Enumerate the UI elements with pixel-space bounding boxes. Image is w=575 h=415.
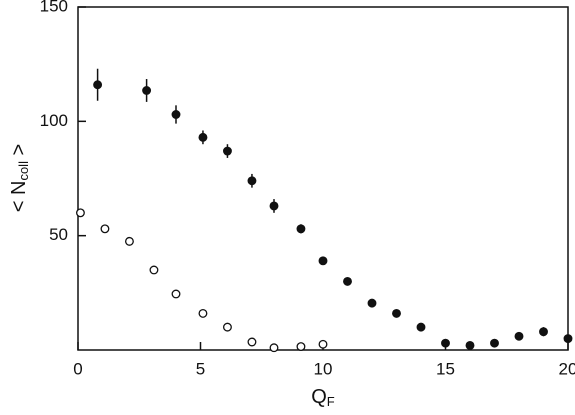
open-point bbox=[171, 289, 181, 299]
open-point bbox=[149, 265, 159, 275]
filled-point bbox=[392, 308, 401, 318]
y-axis-title: < Ncoll > bbox=[8, 144, 31, 212]
filled-point bbox=[247, 176, 257, 186]
filled-point bbox=[539, 327, 548, 337]
plot-frame bbox=[77, 6, 569, 351]
filled-point bbox=[269, 201, 279, 211]
open-point bbox=[222, 322, 232, 332]
x-title-sub: F bbox=[327, 394, 335, 409]
y-title-sub: coll bbox=[16, 161, 31, 181]
filled-point bbox=[514, 331, 524, 341]
filled-point bbox=[367, 298, 377, 308]
filled-point bbox=[343, 276, 352, 286]
filled-point bbox=[222, 146, 232, 156]
y-title-main: < N bbox=[8, 181, 30, 213]
filled-point bbox=[416, 322, 426, 332]
x-title-main: Q bbox=[311, 386, 327, 408]
open-point bbox=[269, 343, 279, 353]
filled-point bbox=[296, 224, 306, 234]
open-point bbox=[100, 224, 110, 234]
open-point bbox=[124, 236, 134, 246]
filled-point bbox=[490, 338, 499, 348]
x-tick-label: 20 bbox=[559, 359, 575, 378]
x-tick-label: 5 bbox=[196, 359, 205, 378]
x-tick-label: 15 bbox=[436, 359, 455, 378]
filled-point bbox=[318, 256, 328, 266]
x-axis-title: QF bbox=[311, 386, 335, 409]
y-tick-label: 100 bbox=[40, 111, 68, 130]
filled-point bbox=[465, 340, 475, 350]
filled-point bbox=[198, 132, 208, 142]
open-point bbox=[75, 208, 85, 218]
open-point bbox=[318, 339, 328, 349]
open-point bbox=[198, 308, 208, 318]
filled-point bbox=[171, 110, 181, 119]
filled-point bbox=[441, 338, 450, 348]
y-tick-label: 150 bbox=[40, 0, 68, 15]
filled-point bbox=[93, 80, 103, 90]
x-tick-label: 0 bbox=[73, 359, 82, 378]
filled-point bbox=[563, 334, 573, 344]
y-tick-label: 50 bbox=[49, 225, 68, 244]
open-point bbox=[296, 342, 306, 352]
y-title-end: > bbox=[8, 144, 30, 161]
open-point bbox=[247, 337, 257, 347]
filled-point bbox=[142, 86, 152, 95]
x-tick-label: 10 bbox=[314, 359, 333, 378]
